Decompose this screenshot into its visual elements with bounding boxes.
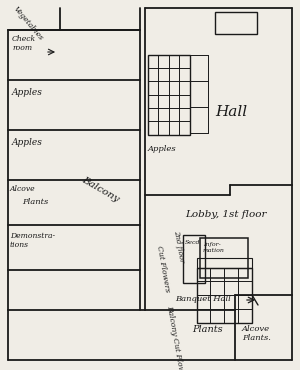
Text: Alcove: Alcove [10, 185, 36, 193]
Bar [215, 12, 257, 34]
Text: Cut Flowers: Cut Flowers [155, 245, 171, 293]
Text: Banquet Hall: Banquet Hall [175, 295, 231, 303]
Text: Plants: Plants [192, 325, 223, 334]
Text: Balcony Cut Flowers: Balcony Cut Flowers [165, 305, 187, 370]
Text: Infor-
mation: Infor- mation [203, 242, 225, 253]
Text: Secd: Secd [185, 240, 200, 245]
Text: Apples: Apples [12, 88, 43, 97]
Text: Alcove
Plants.: Alcove Plants. [242, 325, 271, 342]
Bar [200, 238, 248, 278]
Text: Plants: Plants [22, 198, 48, 206]
Bar [197, 268, 252, 323]
Text: Vegetables: Vegetables [12, 5, 45, 42]
Text: Apples: Apples [12, 138, 43, 147]
Text: Check
room: Check room [12, 35, 36, 52]
Text: Hall: Hall [215, 105, 247, 119]
Text: Apples: Apples [148, 145, 177, 153]
Text: Lobby, 1st floor: Lobby, 1st floor [185, 210, 266, 219]
Bar [148, 55, 190, 135]
Bar [197, 258, 252, 268]
Text: 2nd floor: 2nd floor [172, 230, 185, 263]
Bar [183, 235, 205, 283]
Text: Demonstra-
tions: Demonstra- tions [10, 232, 55, 249]
Text: Balcony: Balcony [80, 175, 121, 204]
